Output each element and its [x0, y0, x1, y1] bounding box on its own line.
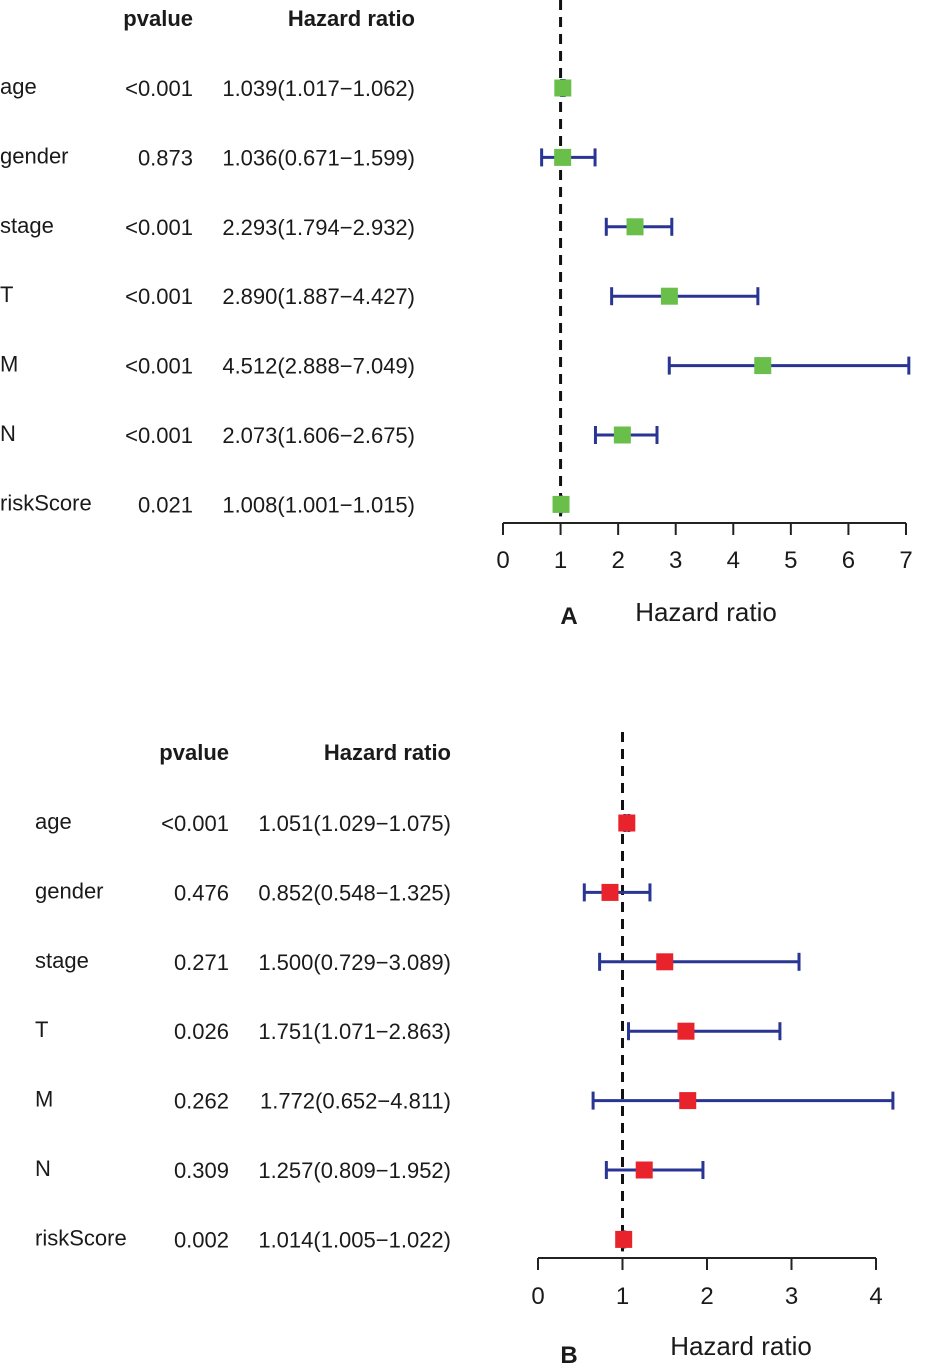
row-hazard-ratio-text: 1.014(1.005−1.022)	[258, 1227, 451, 1252]
row-hazard-ratio-text: 2.293(1.794−2.932)	[222, 215, 415, 240]
row-label: stage	[0, 213, 54, 238]
x-tick-label: 4	[727, 547, 740, 574]
row-hazard-ratio-text: 1.751(1.071−2.863)	[258, 1019, 451, 1044]
x-tick-label: 7	[899, 547, 912, 574]
hazard-ratio-marker	[656, 953, 674, 971]
row-pvalue: 0.873	[138, 145, 193, 170]
row-hazard-ratio-text: 1.257(0.809−1.952)	[258, 1158, 451, 1183]
x-axis-label: Hazard ratio	[635, 597, 777, 627]
hazard-ratio-marker	[601, 883, 619, 901]
row-hazard-ratio-text: 1.772(0.652−4.811)	[260, 1089, 451, 1114]
x-axis-label: Hazard ratio	[670, 1331, 812, 1361]
x-tick-label: 2	[700, 1283, 713, 1310]
row-pvalue: <0.001	[125, 76, 193, 101]
row-label: gender	[35, 878, 104, 903]
row-label: T	[35, 1017, 48, 1042]
hazard-ratio-marker	[554, 148, 572, 166]
hazard-ratio-header: Hazard ratio	[288, 6, 415, 31]
x-tick-label: 4	[869, 1283, 882, 1310]
row-label: riskScore	[35, 1225, 127, 1250]
row-pvalue: <0.001	[125, 423, 193, 448]
panel-b-forest-plot: pvalue Hazard ratio age <0.001 1.051(1.029−1…	[35, 732, 895, 1369]
row-label: gender	[0, 143, 69, 168]
row-label: N	[35, 1156, 51, 1181]
row-pvalue: <0.001	[125, 215, 193, 240]
x-tick-label: 3	[669, 547, 682, 574]
x-tick-label: 1	[554, 547, 567, 574]
pvalue-header: pvalue	[159, 740, 229, 765]
hazard-ratio-marker	[618, 814, 636, 832]
panel-a-forest-plot: pvalue Hazard ratio age <0.001 1.039(1.017−1…	[0, 0, 913, 630]
x-tick-label: 6	[842, 547, 855, 574]
hazard-ratio-marker	[626, 218, 644, 236]
row-hazard-ratio-text: 1.008(1.001−1.015)	[222, 492, 415, 517]
row-hazard-ratio-text: 2.890(1.887−4.427)	[222, 284, 415, 309]
row-label: M	[0, 352, 18, 377]
hazard-ratio-marker	[613, 426, 631, 444]
row-label: age	[35, 809, 72, 834]
row-hazard-ratio-text: 1.051(1.029−1.075)	[258, 811, 451, 836]
row-pvalue: 0.309	[174, 1158, 229, 1183]
row-pvalue: 0.476	[174, 880, 229, 905]
row-pvalue: 0.026	[174, 1019, 229, 1044]
x-tick-label: 2	[611, 547, 624, 574]
x-tick-label: 0	[531, 1283, 544, 1310]
x-tick-label: 3	[785, 1283, 798, 1310]
hazard-ratio-marker	[615, 1230, 633, 1248]
row-pvalue: <0.001	[125, 354, 193, 379]
row-hazard-ratio-text: 0.852(0.548−1.325)	[258, 880, 451, 905]
row-pvalue: 0.271	[174, 950, 229, 975]
row-pvalue: <0.001	[161, 811, 229, 836]
row-label: T	[0, 282, 13, 307]
row-pvalue: 0.021	[138, 492, 193, 517]
pvalue-header: pvalue	[123, 6, 193, 31]
row-label: age	[0, 74, 37, 99]
panel-label: B	[560, 1342, 577, 1369]
row-hazard-ratio-text: 1.036(0.671−1.599)	[222, 145, 415, 170]
hazard-ratio-marker	[635, 1161, 653, 1179]
row-pvalue: 0.262	[174, 1089, 229, 1114]
row-hazard-ratio-text: 1.500(0.729−3.089)	[258, 950, 451, 975]
x-tick-label: 1	[616, 1283, 629, 1310]
hazard-ratio-marker	[754, 357, 772, 375]
row-label: stage	[35, 948, 89, 973]
row-label: N	[0, 421, 16, 446]
x-tick-label: 0	[496, 547, 509, 574]
hazard-ratio-marker	[677, 1022, 695, 1040]
hazard-ratio-marker	[660, 287, 678, 305]
row-pvalue: 0.002	[174, 1227, 229, 1252]
row-pvalue: <0.001	[125, 284, 193, 309]
row-hazard-ratio-text: 2.073(1.606−2.675)	[222, 423, 415, 448]
row-label: M	[35, 1087, 53, 1112]
hazard-ratio-marker	[552, 495, 570, 513]
row-label: riskScore	[0, 490, 92, 515]
hazard-ratio-marker	[554, 79, 572, 97]
row-hazard-ratio-text: 1.039(1.017−1.062)	[222, 76, 415, 101]
hazard-ratio-header: Hazard ratio	[324, 740, 451, 765]
hazard-ratio-marker	[679, 1092, 697, 1110]
x-tick-label: 5	[784, 547, 797, 574]
panel-label: A	[560, 603, 577, 630]
row-hazard-ratio-text: 4.512(2.888−7.049)	[222, 354, 415, 379]
